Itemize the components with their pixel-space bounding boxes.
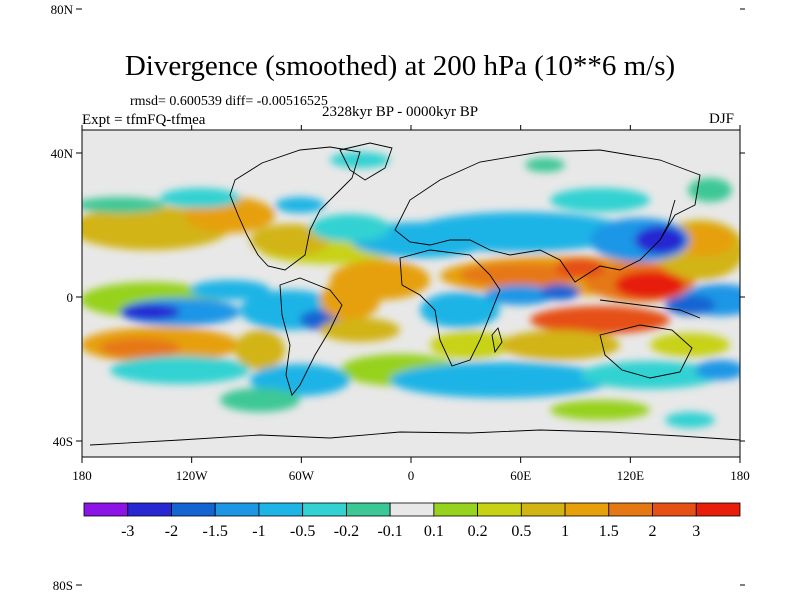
divergence-field <box>82 152 740 428</box>
colorbar-swatch <box>214 502 260 517</box>
colorbar-label: 2 <box>649 523 657 540</box>
colorbar-label: 0.1 <box>424 523 444 540</box>
colorbar-label: 1 <box>561 523 569 540</box>
colorbar-swatch <box>302 502 347 517</box>
y-tick-label: 80N <box>51 2 74 17</box>
x-tick-label: 0 <box>408 468 415 483</box>
x-tick-label: 180 <box>72 468 92 483</box>
colorbar-label: -3 <box>121 523 134 540</box>
y-tick-label: 40N <box>51 146 74 161</box>
coastline-antarctica <box>89 429 740 446</box>
axis-ticks: 180 120W 60W 0 60E 120E 180 80N 40N 0 40S 80S <box>51 2 750 593</box>
colorbar-swatch <box>171 502 216 517</box>
colorbar: -3 -2 -1.5 -1 -0.5 -0.2 -0.1 0.1 0.2 0.5 1 1.5 2 3 <box>83 502 741 540</box>
coastline-africa <box>399 249 501 367</box>
colorbar-label: 0.5 <box>511 523 531 540</box>
experiment-label: Expt = tfmFQ-tfmea <box>82 112 206 128</box>
coastline-madagascar <box>491 327 503 354</box>
colorbar-swatch <box>520 502 566 517</box>
x-tick-label: 180 <box>730 468 750 483</box>
colorbar-swatch <box>83 502 129 517</box>
colorbar-swatch <box>127 502 172 517</box>
coastline-japan <box>659 199 676 241</box>
colorbar-swatch <box>345 502 391 517</box>
colorbar-label: -1 <box>252 523 265 540</box>
colorbar-swatch <box>608 502 653 517</box>
colorbar-swatch <box>433 502 479 517</box>
colorbar-label: -0.2 <box>334 523 359 540</box>
stats-label: rmsd= 0.600539 diff= -0.00516525 <box>130 94 328 109</box>
map-plot-area: 180 120W 60W 0 60E 120E 180 80N 40N 0 40S 80S <box>51 2 750 593</box>
y-tick-label: 80S <box>53 578 73 593</box>
y-tick-label: 40S <box>53 434 73 449</box>
coastlines <box>89 142 740 446</box>
coastline-australia <box>599 324 693 379</box>
colorbar-swatch <box>477 502 522 517</box>
colorbar-label: -0.5 <box>290 523 315 540</box>
colorbar-label: -0.1 <box>377 523 402 540</box>
period-label: 2328kyr BP - 0000kyr BP <box>322 104 479 120</box>
colorbar-swatch <box>258 502 304 517</box>
colorbar-label: -2 <box>165 523 178 540</box>
coastline-eurasia <box>394 149 701 283</box>
y-tick-label: 0 <box>67 290 74 305</box>
colorbar-label: 1.5 <box>599 523 619 540</box>
coastline-north-america <box>229 146 361 271</box>
coastline-indonesia <box>599 299 701 319</box>
coastline-south-america <box>279 277 343 396</box>
season-label: DJF <box>709 111 735 127</box>
x-tick-label: 60E <box>510 468 531 483</box>
x-tick-label: 120W <box>176 468 209 483</box>
map-title: Divergence (smoothed) at 200 hPa (10**6 … <box>124 50 676 82</box>
colorbar-swatch <box>695 502 741 517</box>
colorbar-swatch <box>564 502 610 517</box>
x-tick-label: 60W <box>289 468 315 483</box>
colorbar-label: -1.5 <box>203 523 228 540</box>
colorbar-label: 0.2 <box>468 523 488 540</box>
colorbar-swatch <box>389 502 435 517</box>
colorbar-swatch <box>652 502 697 517</box>
x-tick-label: 120E <box>617 468 645 483</box>
coastline-greenland <box>339 142 393 181</box>
colorbar-label: 3 <box>692 523 700 540</box>
